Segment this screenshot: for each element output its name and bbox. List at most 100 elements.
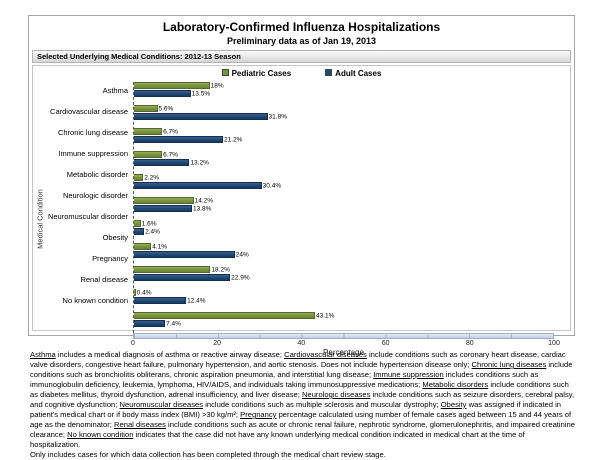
bar-value-label: 31.8%	[268, 113, 287, 120]
category-label: No known condition	[62, 295, 128, 305]
adult-bar: 31.8%	[134, 113, 287, 120]
footnote-term: No known condition	[67, 430, 134, 439]
adult-bar: 30.4%	[134, 182, 281, 189]
bar-row: 6.7% 13.2%	[134, 151, 554, 172]
adult-bar: 2.4%	[134, 228, 160, 235]
pediatric-bar: 0.4%	[134, 289, 152, 296]
bar-row: 14.2% 13.8%	[134, 197, 554, 218]
category-label: Neurologic disorder	[62, 190, 128, 200]
x-tick-label: 60	[381, 340, 390, 347]
category-label: Cardiovascular disease	[50, 106, 128, 116]
x-axis-band	[133, 333, 554, 339]
footnote-text: was assigned if indicated in patient's m…	[30, 400, 562, 419]
bar-value-label: 13.5%	[191, 90, 211, 97]
section-header: Selected Underlying Medical Conditions: …	[32, 50, 571, 63]
adult-bar: 13.5%	[134, 90, 210, 97]
category-label: Pregnancy	[92, 253, 128, 263]
pediatric-bar: 43.1%	[134, 312, 334, 319]
bar-row: 4.1% 24%	[134, 243, 554, 264]
bar-row: 2.2% 30.4%	[134, 174, 554, 195]
bar-value-label: 0.4%	[136, 289, 152, 296]
page-title: Laboratory-Confirmed Influenza Hospitali…	[162, 20, 441, 34]
category-label: Neuromuscular disorder	[47, 211, 128, 221]
bar-value-label: 12.4%	[187, 297, 206, 304]
legend-label: Adult Cases	[335, 68, 382, 78]
bar-row: 0.4% 12.4%	[134, 289, 554, 310]
footnote-text: include conditions such as diabetes mell…	[30, 380, 569, 399]
adult-bar: 13.8%	[134, 205, 211, 212]
category-labels: Asthma Cardiovascular disease Chronic lung…	[47, 80, 133, 357]
footnote-text: indicates that the case did not have any…	[30, 430, 525, 449]
adult-swatch-icon	[325, 68, 333, 76]
category-label: Metabolic disorder	[66, 169, 128, 179]
adult-bar: 22.9%	[134, 274, 250, 281]
pediatric-bar: 6.7%	[134, 128, 178, 135]
legend-item-adult: Adult Cases	[325, 68, 382, 78]
plot-wrap: 18% 13.5% 5.6% 31.8% 6.7% 21.2% 6.7% 13.2% 2.2% 3…	[131, 80, 560, 357]
pediatric-bar: 18.2%	[134, 266, 230, 273]
footnote-definitions: Asthma includes a medical diagnosis of a…	[30, 350, 575, 450]
bar-row: 1.6% 2.4%	[134, 220, 554, 241]
pediatric-swatch-icon	[221, 68, 229, 76]
x-axis-title: Percentage	[323, 348, 364, 357]
bar-value-label: 18.2%	[211, 266, 230, 273]
bar-row: 43.1% 7.4%	[134, 312, 554, 333]
legend-item-pediatric: Pediatric Cases	[221, 68, 292, 78]
bar-value-label: 21.2%	[224, 136, 243, 143]
footnote-term: Chronic lung diseases	[471, 360, 547, 369]
footnote-text: include conditions such as seizure disor…	[30, 390, 575, 409]
footnote-term: Neurologic diseases	[301, 390, 371, 399]
bar-value-label: 24%	[235, 251, 249, 258]
x-tick-label: 40	[297, 340, 306, 347]
bar-value-label: 22.9%	[231, 274, 250, 281]
x-tick-label: 0	[131, 340, 135, 347]
chart-legend: Pediatric Cases Adult Cases	[33, 66, 570, 80]
footnote-text: include conditions such as multiple scle…	[203, 400, 441, 409]
footnote-term: Pregnancy	[240, 410, 277, 419]
chart-area: Pediatric Cases Adult Cases Medical Cond…	[32, 65, 571, 357]
pediatric-bar: 6.7%	[134, 151, 178, 158]
footnote-text: includes a medical diagnosis of asthma o…	[55, 350, 285, 359]
adult-bar: 13.2%	[134, 159, 209, 166]
bar-value-label: 5.6%	[158, 105, 174, 112]
bar-value-label: 2.4%	[145, 228, 160, 235]
bar-value-label: 30.4%	[262, 182, 282, 189]
subtitle: Preliminary data as of Jan 19, 2013	[226, 36, 377, 46]
adult-bar: 12.4%	[134, 297, 206, 304]
pediatric-bar: 2.2%	[134, 174, 159, 181]
pediatric-bar: 18%	[134, 82, 224, 89]
pediatric-bar: 4.1%	[134, 243, 167, 250]
footnote-block: Asthma includes a medical diagnosis of a…	[30, 350, 575, 460]
bar-value-label: 43.1%	[316, 312, 335, 319]
footnote-text: include conditions such as acute or chro…	[30, 420, 575, 439]
plot-grid: Medical Condition Asthma Cardiovascular d…	[33, 80, 570, 357]
x-axis-ticks: 0 20 40 60 80 100	[131, 339, 560, 348]
category-label: Asthma	[102, 85, 128, 95]
bar-value-label: 4.1%	[152, 243, 168, 250]
x-tick-label: 80	[465, 340, 474, 347]
footnote-text: includes conditions such as immunoglobul…	[30, 370, 539, 389]
pediatric-bar: 5.6%	[134, 105, 173, 112]
footnote-inclusion: Only includes cases for which data colle…	[30, 450, 386, 459]
adult-bar: 7.4%	[134, 320, 181, 327]
bar-row: 18.2% 22.9%	[134, 266, 554, 287]
bar-value-label: 2.2%	[144, 174, 160, 181]
chart-panel: Laboratory-Confirmed Influenza Hospitali…	[28, 15, 575, 357]
footnote-term: Renal diseases	[114, 420, 166, 429]
y-axis: Medical Condition	[33, 80, 47, 357]
x-tick-label: 100	[548, 340, 560, 347]
footnote-term: Immune suppression	[373, 370, 444, 379]
category-label: Chronic lung disease	[57, 127, 128, 137]
y-axis-title: Medical Condition	[35, 188, 45, 249]
footnote-term: Metabolic disorders	[422, 380, 489, 389]
bar-row: 18% 13.5%	[134, 82, 554, 103]
bar-value-label: 13.2%	[190, 159, 209, 166]
footnote-text: include conditions such as bronchiolitis…	[30, 360, 573, 379]
legend-label: Pediatric Cases	[231, 68, 292, 78]
bar-row: 6.7% 21.2%	[134, 128, 554, 149]
footnote-term: Cardiovascular diseases	[284, 350, 367, 359]
bar-value-label: 6.7%	[163, 128, 178, 135]
category-label: Renal disease	[80, 274, 128, 284]
bar-value-label: 13.8%	[192, 205, 212, 212]
footnote-text: percentage calculated using number of fe…	[30, 410, 572, 429]
